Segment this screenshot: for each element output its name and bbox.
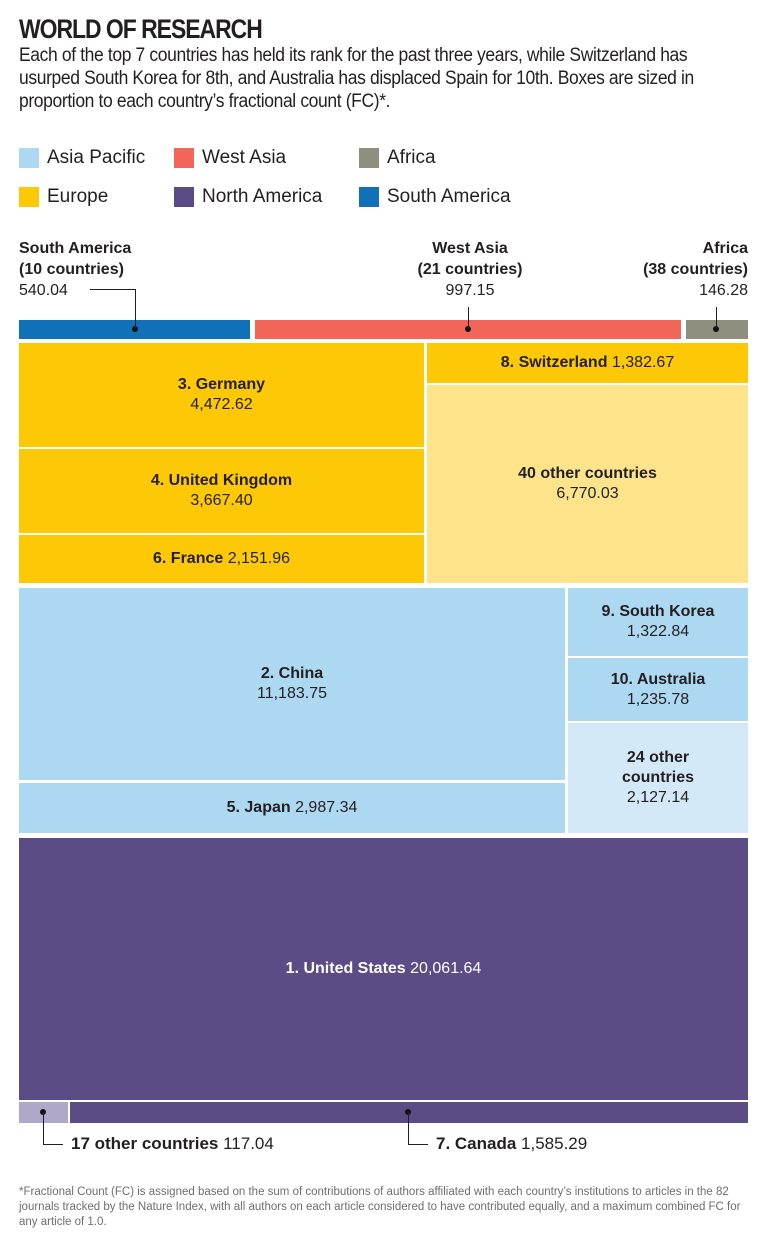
legend-item: Europe [19, 186, 108, 208]
pointer-dot [465, 326, 471, 332]
legend-swatch [174, 148, 194, 168]
box-value: 540.04 [19, 282, 68, 299]
box-8-switzerland: 8. Switzerland 1,382.67 [427, 343, 748, 383]
box-value: 997.15 [445, 282, 495, 299]
pointer-line [468, 307, 469, 329]
legend-item: South America [359, 186, 511, 208]
box-value: 11,183.75 [257, 685, 327, 702]
region-label: 17 other countries 117.04 [71, 1134, 274, 1154]
box-value: 117.04 [218, 1134, 274, 1153]
box-label: 40 other countries [518, 465, 657, 482]
region-count: (38 countries) [643, 261, 748, 278]
box-label: 9. South Korea [601, 603, 715, 620]
box-label: 1. United States [285, 960, 406, 977]
box-value: 2,151.96 [223, 550, 290, 567]
box-10-australia: 10. Australia 1,235.78 [568, 658, 748, 721]
region-label: South America (10 countries) 540.04 [19, 238, 131, 301]
box-label: 2. China [260, 665, 324, 682]
pointer-line [43, 1112, 44, 1144]
box-3-germany: 3. Germany 4,472.62 [19, 343, 424, 447]
box-value: 2,987.34 [290, 799, 358, 816]
legend-label: Africa [387, 147, 436, 168]
box-5-japan: 5. Japan 2,987.34 [19, 783, 565, 833]
box-label: West Asia [432, 240, 508, 257]
legend-label: North America [202, 186, 323, 207]
box-value: 1,235.78 [626, 690, 690, 708]
box-label: 4. United Kingdom [150, 472, 293, 489]
box-40-other-countries: 40 other countries 6,770.03 [427, 385, 748, 583]
chart-subtitle: Each of the top 7 countries has held its… [19, 45, 694, 112]
box-label: Africa [702, 240, 748, 257]
legend-swatch [19, 187, 39, 207]
chart-title: WORLD OF RESEARCH [19, 14, 263, 44]
box-label: 10. Australia [610, 670, 706, 688]
box-label: 17 other countries [71, 1134, 219, 1153]
pointer-dot [132, 326, 138, 332]
legend-item: Asia Pacific [19, 147, 145, 169]
box-value: 3,667.40 [190, 492, 253, 509]
box-1-united-states: 1. United States 20,061.64 [19, 838, 748, 1100]
pointer-line [135, 289, 136, 329]
box-24-other-countries: 24 other countries 2,127.14 [568, 723, 748, 833]
region-label: Africa (38 countries) 146.28 [643, 238, 748, 301]
legend-item: Africa [359, 147, 436, 169]
pointer-line [716, 307, 717, 329]
box-2-china: 2. China 11,183.75 [19, 588, 565, 780]
pointer-line [90, 289, 136, 290]
box-text: 8. Switzerland 1,382.67 [501, 353, 674, 373]
pointer-line [43, 1144, 63, 1145]
box-4-united-kingdom: 4. United Kingdom 3,667.40 [19, 449, 424, 533]
legend-item: West Asia [174, 147, 286, 169]
pointer-line [408, 1144, 428, 1145]
legend-label: West Asia [202, 147, 287, 168]
box-text: 6. France 2,151.96 [153, 549, 290, 569]
legend-swatch [19, 148, 39, 168]
region-count: (10 countries) [19, 261, 124, 278]
box-value: 20,061.64 [405, 960, 482, 977]
box-label: 7. Canada [436, 1134, 517, 1153]
legend-swatch [174, 187, 194, 207]
box-9-south-korea: 9. South Korea 1,322.84 [568, 588, 748, 656]
legend-label: Europe [47, 186, 109, 207]
region-label: 7. Canada 1,585.29 [436, 1134, 587, 1154]
pointer-dot [713, 326, 719, 332]
box-value: 146.28 [699, 282, 748, 299]
legend-swatch [359, 148, 379, 168]
region-count: (21 countries) [417, 261, 523, 278]
box-value: 1,322.84 [626, 623, 690, 640]
legend-swatch [359, 187, 379, 207]
region-label: West Asia (21 countries) 997.15 [400, 238, 540, 301]
legend-item: North America [174, 186, 322, 208]
box-value: 4,472.62 [190, 396, 253, 413]
box-text: 5. Japan 2,987.34 [227, 798, 358, 818]
box-label: South America [19, 240, 132, 257]
pointer-line [408, 1112, 409, 1144]
box-6-france: 6. France 2,151.96 [19, 535, 424, 583]
legend-label: South America [387, 186, 511, 207]
box-label: 24 other countries [621, 749, 694, 786]
box-label: 6. France [153, 550, 224, 567]
box-text: 1. United States 20,061.64 [286, 959, 482, 979]
box-value: 1,585.29 [516, 1134, 588, 1153]
box-label: 5. Japan [226, 799, 291, 816]
box-label: 8. Switzerland [500, 354, 608, 371]
box-value: 1,382.67 [607, 354, 675, 371]
box-value: 2,127.14 [626, 789, 690, 806]
box-label: 3. Germany [177, 376, 266, 393]
legend-label: Asia Pacific [47, 147, 146, 168]
box-value: 6,770.03 [556, 485, 619, 502]
footnote: *Fractional Count (FC) is assigned based… [19, 1186, 741, 1228]
